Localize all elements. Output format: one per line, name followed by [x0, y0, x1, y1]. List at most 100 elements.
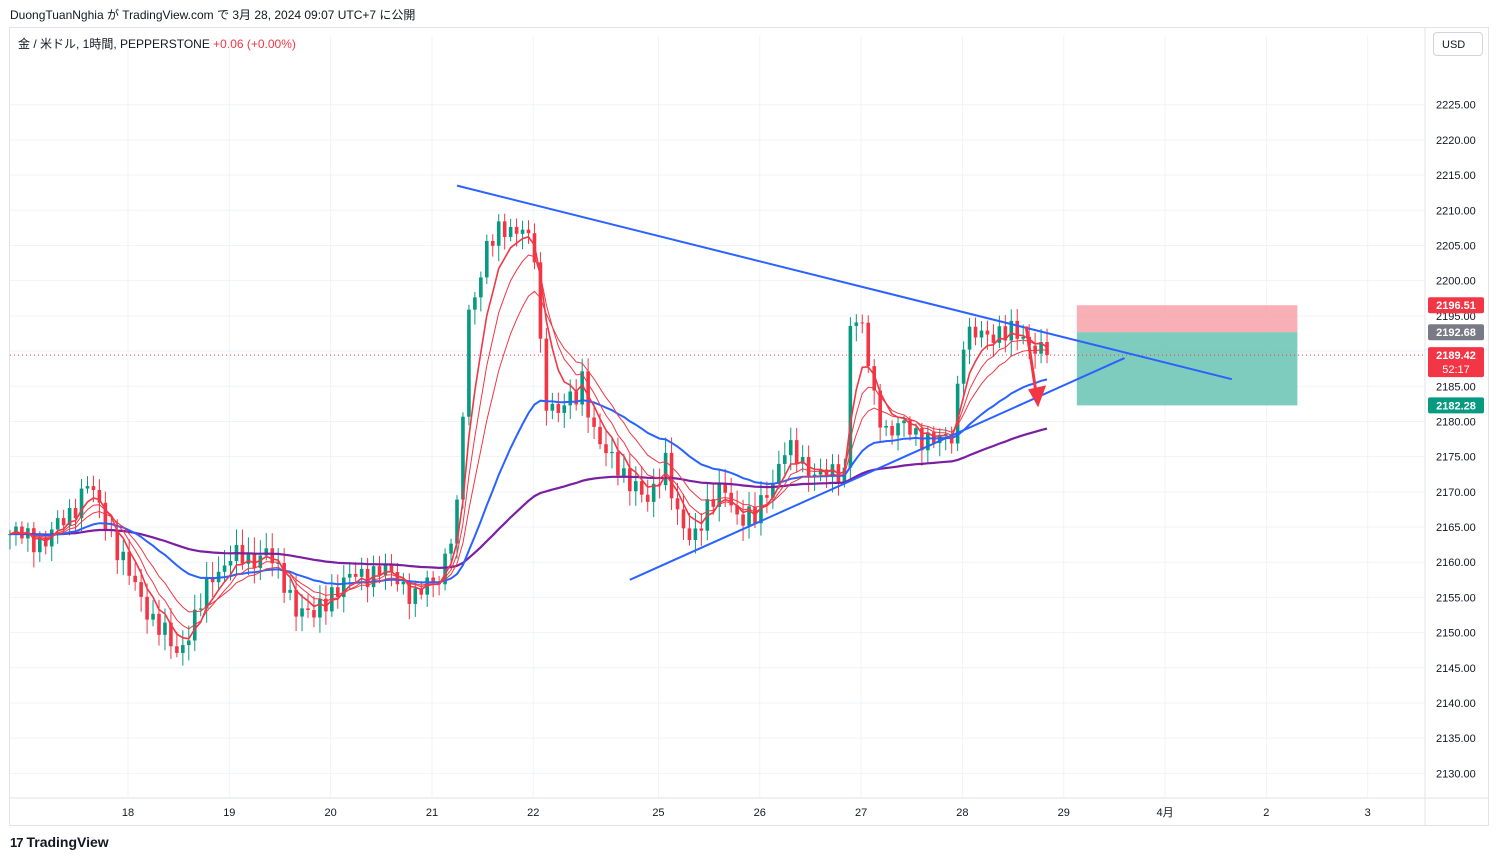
candle-body	[228, 561, 233, 566]
currency-button[interactable]: USD	[1433, 32, 1483, 56]
candle-body	[693, 528, 698, 541]
candle-body	[979, 330, 984, 338]
x-tick-label: 27	[855, 807, 867, 819]
candle-body	[765, 495, 769, 498]
y-tick-label: 2195.00	[1436, 311, 1476, 323]
candle-body	[181, 645, 185, 653]
down-arrow-shaft[interactable]	[1024, 326, 1038, 394]
candle-body	[723, 483, 727, 493]
candle-body	[264, 548, 269, 556]
candle-body	[771, 483, 775, 498]
candle-body	[800, 457, 805, 464]
candle-body	[61, 518, 66, 526]
y-tick-label: 2135.00	[1436, 733, 1476, 745]
candle-body	[175, 646, 179, 653]
candle-body	[616, 451, 620, 476]
price-change: +0.06 (+0.00%)	[213, 37, 296, 51]
symbol-legend[interactable]: 金 / 米ドル, 1時間, PEPPERSTONE +0.06 (+0.00%)	[18, 35, 296, 52]
candle-body	[669, 452, 674, 499]
candle-body	[556, 403, 561, 413]
x-tick-label: 22	[527, 807, 539, 819]
candle-body	[318, 598, 322, 618]
candle-body	[896, 423, 900, 436]
candle-body	[991, 334, 996, 343]
candle-body	[14, 526, 18, 535]
y-tick-label: 2150.00	[1436, 628, 1476, 640]
candle-body	[1033, 345, 1037, 354]
tradingview-logo[interactable]: 17 TradingView	[10, 834, 109, 850]
candle-body	[300, 608, 304, 617]
y-tick-label: 2180.00	[1436, 416, 1476, 428]
candle-body	[312, 609, 316, 618]
price-label-box	[1428, 324, 1484, 341]
candle-body	[574, 391, 578, 405]
candle-body	[973, 326, 978, 338]
ascending-trendline[interactable]	[629, 357, 1125, 581]
symbol-name[interactable]: 金 / 米ドル, 1時間, PEPPERSTONE	[18, 37, 210, 51]
candle-body	[914, 428, 918, 435]
candle-body	[1009, 320, 1014, 341]
candle-body	[91, 486, 96, 490]
descending-trendline[interactable]	[456, 184, 1233, 381]
candle-body	[461, 416, 465, 500]
candle-body	[204, 577, 209, 609]
candle-body	[955, 383, 960, 444]
candle-body	[115, 531, 120, 561]
publish-info: DuongTuanNghia が TradingView.com で 3月 28…	[10, 8, 416, 22]
y-tick-label: 2170.00	[1436, 487, 1476, 499]
candle-body	[628, 468, 632, 492]
candle-body	[258, 555, 263, 568]
candle-body	[133, 575, 137, 583]
candle-body	[580, 371, 584, 405]
candle-body	[324, 598, 328, 612]
candle-body	[1039, 342, 1043, 354]
candle-body	[508, 226, 513, 237]
price-label-text: 2196.51	[1436, 300, 1476, 312]
y-tick-label: 2220.00	[1436, 135, 1476, 147]
candle-body	[675, 498, 680, 510]
candle-body	[157, 613, 161, 635]
candle-body	[854, 322, 859, 326]
y-tick-label: 2205.00	[1436, 240, 1476, 252]
y-tick-label: 2185.00	[1436, 381, 1476, 393]
candle-body	[860, 322, 865, 324]
candle-body	[151, 613, 155, 620]
y-tick-label: 2200.00	[1436, 276, 1476, 288]
ema-slow-line	[9, 427, 1048, 570]
stop-loss-zone[interactable]	[1076, 305, 1298, 333]
candle-body	[127, 551, 131, 576]
candle-body	[741, 514, 745, 526]
candle-body	[353, 573, 358, 577]
candle-body	[270, 548, 275, 564]
candle-body	[735, 505, 739, 515]
candle-body	[699, 528, 704, 531]
candle-body	[681, 509, 686, 529]
candle-body	[97, 489, 102, 503]
candle-body	[449, 543, 453, 554]
x-tick-label: 20	[325, 807, 337, 819]
candle-body	[145, 596, 149, 620]
price-label-box	[1428, 297, 1484, 314]
price-label-box	[1428, 397, 1484, 414]
price-label-box	[1428, 347, 1484, 378]
candle-body	[663, 452, 668, 486]
candle-body	[717, 483, 722, 507]
price-label-text: 2189.42	[1436, 350, 1476, 362]
candle-body	[246, 552, 251, 564]
ema-line-8	[9, 254, 1048, 630]
y-tick-label: 2160.00	[1436, 557, 1476, 569]
candle-body	[997, 326, 1002, 343]
candle-body	[866, 322, 871, 367]
candle-body	[961, 349, 966, 384]
candle-body	[413, 588, 418, 604]
candle-body	[365, 568, 370, 588]
candle-body	[103, 502, 108, 530]
candle-body	[514, 226, 519, 234]
candle-body	[383, 563, 388, 576]
down-arrow-icon[interactable]	[1028, 385, 1047, 408]
price-label-text: 2182.28	[1436, 400, 1476, 412]
candle-body	[747, 506, 751, 526]
candle-body	[622, 468, 626, 476]
candle-body	[562, 405, 567, 413]
